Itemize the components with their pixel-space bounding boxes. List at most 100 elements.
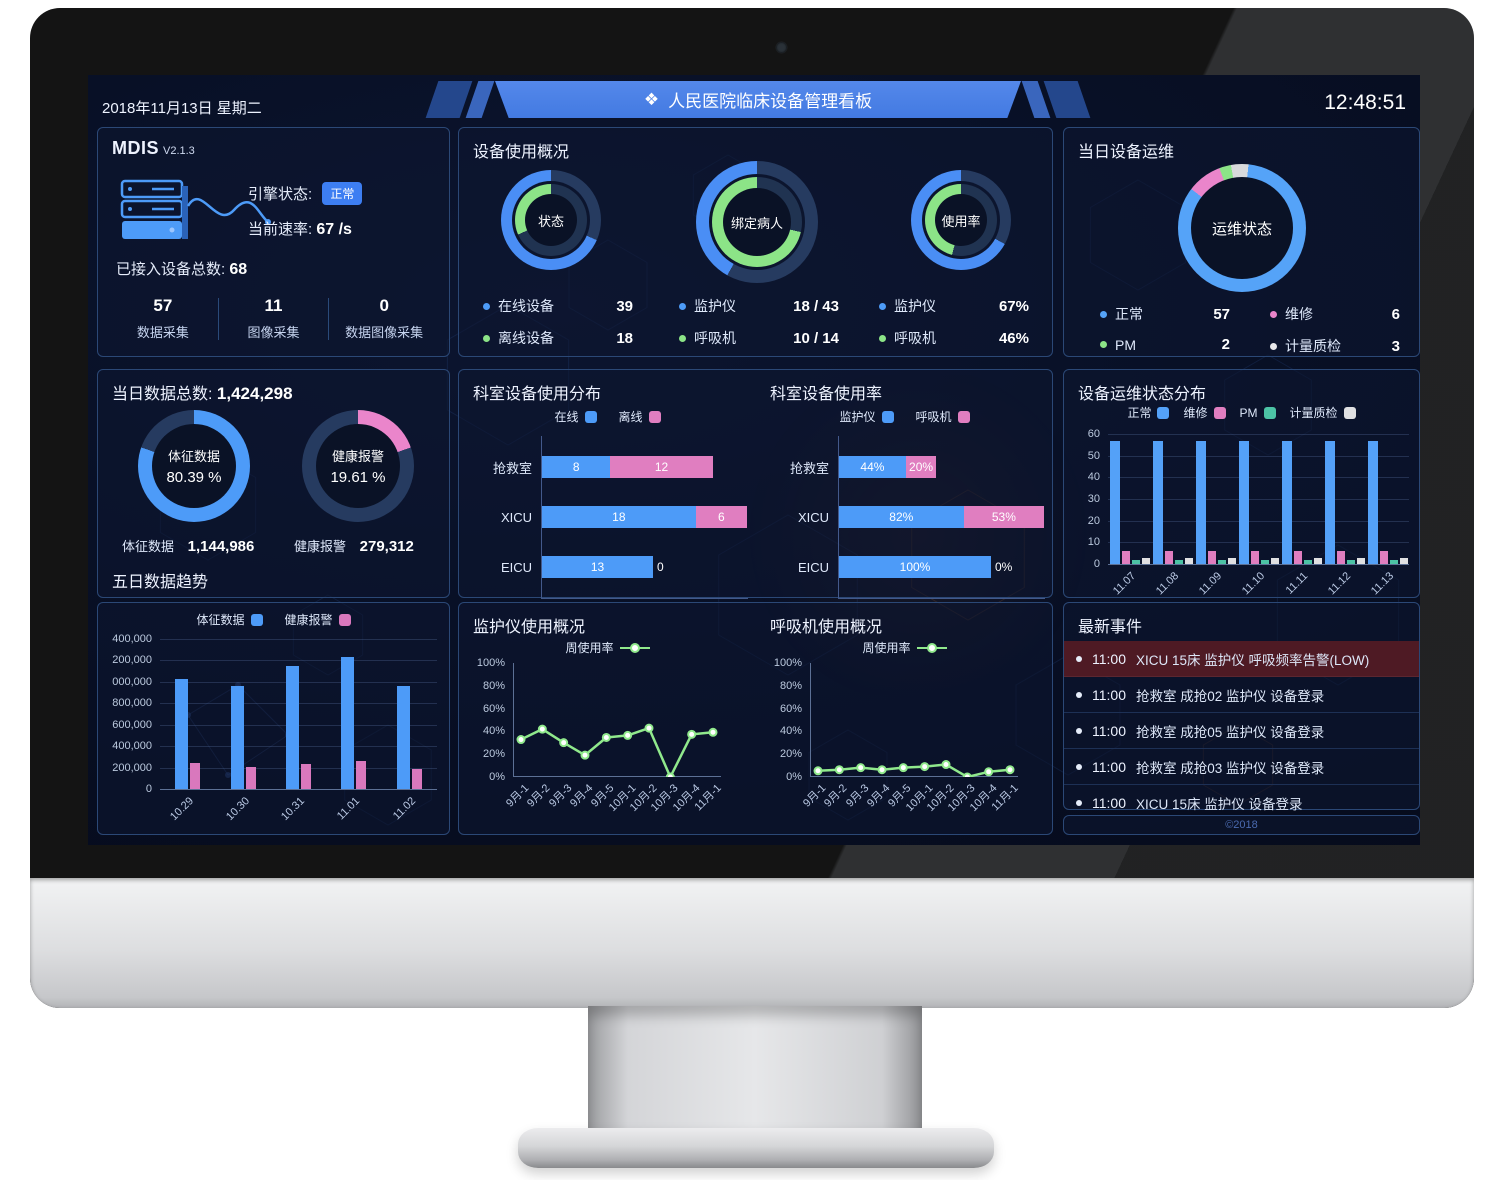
- legend-normal[interactable]: 正常 57: [1100, 304, 1230, 324]
- event-row[interactable]: 11:00 XICU 15床 监护仪 设备登录: [1064, 785, 1419, 820]
- legend-item-alarm[interactable]: 健康报警: [285, 611, 351, 628]
- monitor-usage-legend: 周使用率: [459, 639, 756, 656]
- engine-status-row: 引擎状态: 正常: [248, 182, 363, 205]
- monitor-stand-base: [518, 1128, 994, 1168]
- ops-status-donut: 运维状态: [1178, 164, 1306, 292]
- monitor-usage-title: 监护仪使用概况: [473, 619, 586, 636]
- panel-ops-distribution: 设备运维状态分布 正常 维修 PM 计量质检 60 50 40 30 20 10 0 11.0…: [1063, 369, 1420, 598]
- legend-metrology[interactable]: 计量质检 3: [1270, 336, 1400, 356]
- legend-ventilator-bound[interactable]: 呼吸机 10 / 14: [679, 328, 839, 348]
- alarm-total-row: 健康报警 279,312: [294, 538, 414, 555]
- mdis-version: V2.1.3: [163, 145, 195, 157]
- panel-today-data: 当日数据总数: 1,424,298 体征数据 80.39 % 健康报警 19.61 …: [97, 369, 450, 598]
- banner-logo-icon: ❖: [643, 89, 660, 109]
- legend-online[interactable]: 在线: [554, 408, 597, 425]
- ventilator-usage-chart: 100% 80% 60% 40% 20% 0% 9月-1 9月-2 9月-3 9月-4 9月-5 10…: [773, 657, 1021, 814]
- total-devices-value: 68: [229, 261, 248, 278]
- ventilator-usage-legend: 周使用率: [756, 639, 1053, 656]
- bound-patient-donut: 绑定病人: [696, 161, 818, 283]
- event-bullet: [1076, 763, 1082, 770]
- event-row[interactable]: 11:00 抢救室 成抢02 监护仪 设备登录: [1064, 677, 1419, 713]
- header-clock: 12:48:51: [1324, 91, 1406, 114]
- legend-pm[interactable]: PM: [1240, 406, 1276, 420]
- ops-legend-left: 正常 57 PM 2: [1100, 304, 1230, 353]
- panel-mdis: MDIS V2.1.3 引擎状态: 正常 当前速率: 67 /s 已接入设备总数:: [97, 127, 450, 357]
- bound-patient-legend: 监护仪 18 / 43 呼吸机 10 / 14: [679, 296, 839, 348]
- event-bullet: [1076, 799, 1082, 806]
- panel-usage-lines: 监护仪使用概况 呼吸机使用概况 周使用率 周使用率 100% 80% 60% 40% 2…: [458, 602, 1053, 835]
- legend-offline[interactable]: 离线: [619, 408, 661, 425]
- trend-chart-title: 五日数据趋势: [112, 574, 209, 591]
- ops-distribution-chart: 60 50 40 30 20 10 0 11.07 11.08 11.09 11.10 11.11 11…: [1070, 428, 1409, 607]
- legend-week-usage[interactable]: 周使用率: [565, 639, 650, 656]
- legend-ventilator-usage[interactable]: 呼吸机 46%: [879, 328, 1029, 348]
- rate-row: 当前速率: 67 /s: [248, 221, 352, 238]
- stat-data-image-capture: 0 数据图像采集: [345, 296, 424, 340]
- five-day-trend-chart: 400,000 200,000 000,000 800,000 600,000 400,0…: [102, 633, 437, 832]
- ops-distribution-legend: 正常 维修 PM 计量质检: [1064, 404, 1419, 421]
- status-donut: 状态: [501, 170, 601, 270]
- legend-monitor-bound[interactable]: 监护仪 18 / 43: [679, 296, 839, 316]
- mdis-stats-row: 57 数据采集 11 图像采集 0 数据图像采集: [108, 296, 439, 341]
- line-dot-glyph: [916, 642, 947, 653]
- panel-latest-events: 最新事件 11:00 XICU 15床 监护仪 呼吸频率告警(LOW) 11:00…: [1063, 602, 1420, 812]
- legend-item-vital[interactable]: 体征数据: [196, 611, 263, 628]
- event-row[interactable]: 11:00 抢救室 成抢03 监护仪 设备登录: [1064, 749, 1419, 785]
- banner-right-wing-outer: [1043, 81, 1091, 118]
- usage-rate-legend: 监护仪 67% 呼吸机 46%: [879, 296, 1029, 348]
- header-date: 2018年11月13日 星期二: [102, 100, 262, 117]
- banner-left-wing-outer: [425, 81, 473, 118]
- legend-week-usage[interactable]: 周使用率: [862, 639, 947, 656]
- panel-five-day-trend: 体征数据 健康报警 400,000 200,000 000,000 800,000 60…: [97, 602, 450, 835]
- event-bullet: [1076, 655, 1082, 662]
- legend-metrology[interactable]: 计量质检: [1290, 404, 1356, 421]
- legend-offline-devices[interactable]: 离线设备 18: [483, 328, 633, 348]
- vital-data-donut: 体征数据 80.39 %: [138, 410, 250, 522]
- panel-department-charts: 科室设备使用分布 科室设备使用率 在线 离线 监护仪 呼吸机 抢救室 8 12 XIC…: [458, 369, 1053, 599]
- ops-legend-right: 维修 6 计量质检 3: [1270, 304, 1400, 356]
- server-icon: [120, 179, 271, 239]
- header-banner: ❖ 人民医院临床设备管理看板: [495, 81, 1021, 118]
- alarm-data-donut: 健康报警 19.61 %: [302, 410, 414, 522]
- alarm-pct: 19.61 %: [330, 469, 386, 486]
- ops-today-title: 当日设备运维: [1078, 144, 1175, 161]
- stat-divider: [328, 297, 330, 340]
- legend-repair[interactable]: 维修: [1183, 404, 1226, 421]
- legend-normal[interactable]: 正常: [1127, 404, 1170, 421]
- dept-rate-chart: 抢救室 44% 20% XICU 82% 53% EICU 100% 0%: [762, 436, 1045, 599]
- line-dot-glyph: [619, 642, 650, 653]
- panel-device-overview: 设备使用概况 状态 绑定病人 使用率 在线设备 39 离线设备 18 监护仪 18 /…: [458, 127, 1053, 357]
- mdis-title: MDIS V2.1.3: [112, 138, 195, 158]
- panel-ops-today: 当日设备运维 运维状态 正常 57 PM 2 维修 6 计量质检 3: [1063, 127, 1420, 357]
- total-devices-row: 已接入设备总数: 68: [116, 261, 248, 278]
- event-bullet: [1076, 727, 1082, 734]
- legend-repair[interactable]: 维修 6: [1270, 304, 1400, 324]
- vital-total-row: 体征数据 1,144,986: [122, 538, 255, 555]
- dept-distribution-chart: 抢救室 8 12 XICU 18 6 EICU 13 0: [465, 436, 748, 599]
- monitor-chin: [30, 878, 1474, 1008]
- dept-distribution-title: 科室设备使用分布: [473, 386, 602, 403]
- status-legend: 在线设备 39 离线设备 18: [483, 296, 633, 348]
- legend-monitor[interactable]: 监护仪: [839, 408, 894, 425]
- dept-distribution-legend: 在线 离线: [459, 408, 756, 425]
- today-data-title: 当日数据总数: 1,424,298: [112, 384, 293, 403]
- dept-rate-legend: 监护仪 呼吸机: [756, 408, 1053, 425]
- today-data-total: 1,424,298: [216, 384, 293, 403]
- stat-data-capture: 57 数据采集: [136, 296, 189, 340]
- device-overview-title: 设备使用概况: [473, 144, 570, 161]
- legend-monitor-usage[interactable]: 监护仪 67%: [879, 296, 1029, 316]
- event-bullet: [1076, 691, 1082, 698]
- legend-online-devices[interactable]: 在线设备 39: [483, 296, 633, 316]
- stat-divider: [217, 297, 219, 340]
- legend-pm[interactable]: PM 2: [1100, 336, 1230, 353]
- status-badge: 正常: [322, 182, 363, 205]
- event-row-alert[interactable]: 11:00 XICU 15床 监护仪 呼吸频率告警(LOW): [1064, 641, 1419, 677]
- page-title: 人民医院临床设备管理看板: [668, 92, 873, 111]
- vital-pct: 80.39 %: [166, 469, 222, 486]
- event-list: 11:00 XICU 15床 监护仪 呼吸频率告警(LOW) 11:00 抢救室 成…: [1064, 641, 1419, 820]
- event-row[interactable]: 11:00 抢救室 成抢05 监护仪 设备登录: [1064, 713, 1419, 749]
- monitor-stand-neck: [588, 1006, 922, 1144]
- latest-events-title: 最新事件: [1078, 619, 1143, 636]
- legend-ventilator[interactable]: 呼吸机: [916, 408, 970, 425]
- webcam-dot: [776, 42, 787, 53]
